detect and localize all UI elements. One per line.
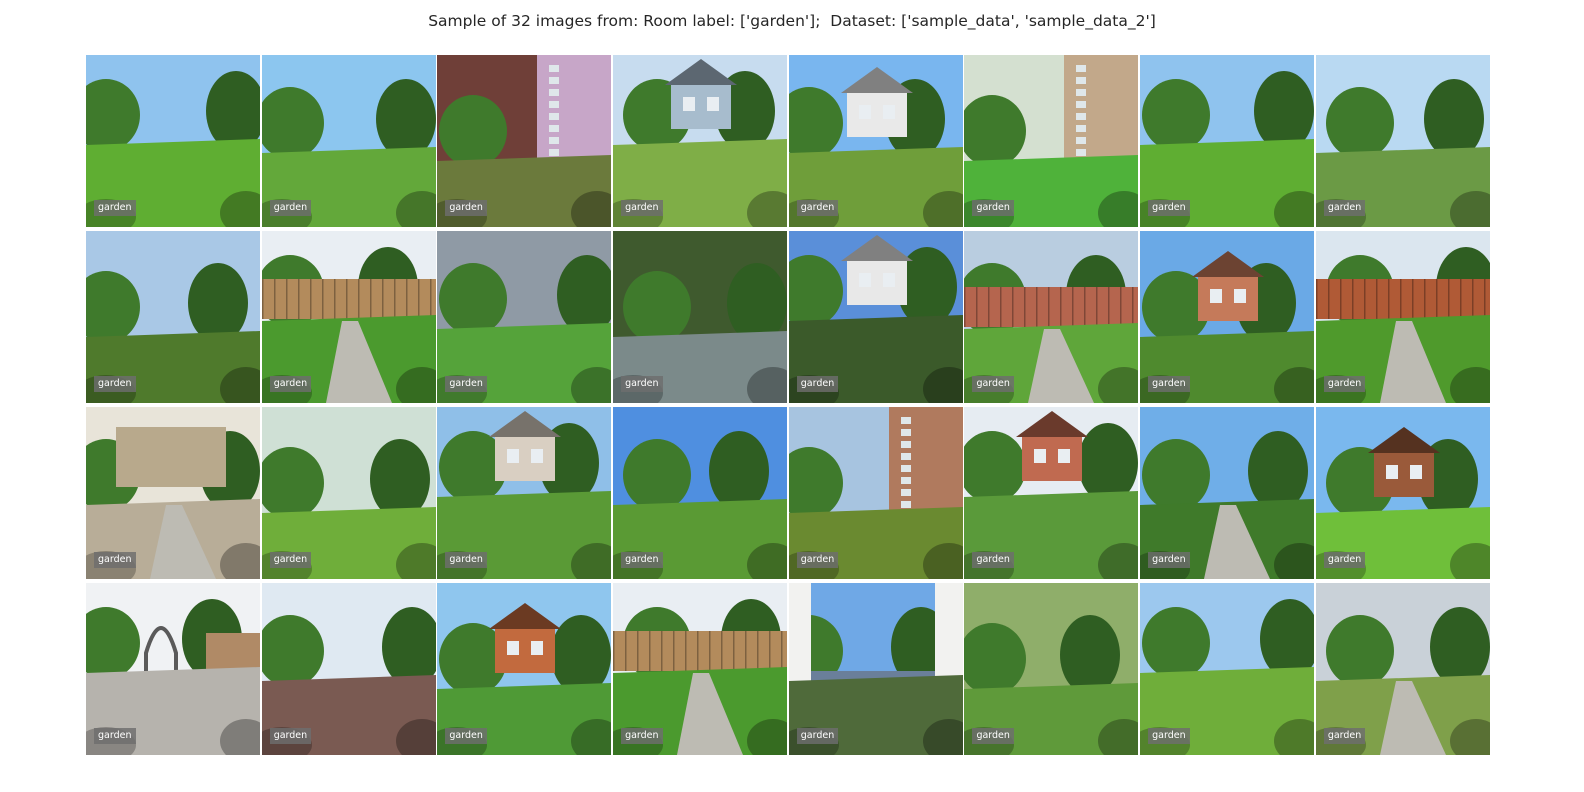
image-tile: garden — [964, 583, 1139, 755]
image-tile: garden — [964, 55, 1139, 227]
image-tile: garden — [788, 583, 963, 755]
room-label-tag: garden — [796, 728, 839, 744]
image-tile: garden — [964, 231, 1139, 403]
garden-photo — [964, 55, 1139, 227]
garden-photo — [437, 231, 612, 403]
garden-photo — [437, 55, 612, 227]
room-label-tag: garden — [269, 376, 312, 392]
room-label-tag: garden — [94, 200, 136, 216]
image-tile: garden — [261, 55, 436, 227]
room-label-tag: garden — [972, 728, 1014, 744]
garden-photo — [964, 407, 1139, 579]
garden-photo — [86, 583, 260, 755]
image-tile: garden — [1140, 407, 1315, 579]
image-tile: garden — [964, 407, 1139, 579]
image-tile: garden — [86, 231, 260, 403]
image-tile: garden — [1315, 55, 1490, 227]
room-label-tag: garden — [94, 552, 136, 568]
image-tile: garden — [437, 407, 612, 579]
room-label-tag: garden — [1148, 728, 1190, 744]
image-tile: garden — [613, 407, 788, 579]
image-tile: garden — [437, 55, 612, 227]
image-tile: garden — [613, 231, 788, 403]
room-label-tag: garden — [1323, 552, 1366, 568]
room-label-tag: garden — [972, 552, 1014, 568]
image-tile: garden — [788, 55, 963, 227]
room-label-tag: garden — [621, 552, 663, 568]
image-tile: garden — [788, 407, 963, 579]
room-label-tag: garden — [1323, 200, 1366, 216]
garden-photo — [437, 583, 612, 755]
image-tile: garden — [1315, 583, 1490, 755]
garden-photo — [86, 55, 260, 227]
room-label-tag: garden — [1148, 376, 1190, 392]
room-label-tag: garden — [445, 200, 487, 216]
garden-photo — [964, 231, 1139, 403]
room-label-tag: garden — [1148, 552, 1190, 568]
image-tile: garden — [613, 55, 788, 227]
image-tile: garden — [1140, 583, 1315, 755]
room-label-tag: garden — [445, 376, 487, 392]
image-tile: garden — [1140, 231, 1315, 403]
image-tile: garden — [437, 583, 612, 755]
image-tile: garden — [86, 407, 260, 579]
room-label-tag: garden — [796, 376, 839, 392]
image-tile: garden — [1315, 407, 1490, 579]
garden-photo — [86, 407, 260, 579]
room-label-tag: garden — [972, 200, 1014, 216]
room-label-tag: garden — [796, 200, 839, 216]
garden-photo — [613, 407, 788, 579]
image-tile: garden — [1315, 231, 1490, 403]
garden-photo — [261, 55, 436, 227]
room-label-tag: garden — [1323, 728, 1366, 744]
room-label-tag: garden — [269, 552, 312, 568]
garden-photo — [613, 55, 788, 227]
image-tile: garden — [86, 55, 260, 227]
room-label-tag: garden — [1148, 200, 1190, 216]
image-tile: garden — [788, 231, 963, 403]
page-title: Sample of 32 images from: Room label: ['… — [428, 12, 1156, 30]
image-tile: garden — [613, 583, 788, 755]
image-tile: garden — [261, 231, 436, 403]
image-tile: garden — [1140, 55, 1315, 227]
room-label-tag: garden — [621, 376, 663, 392]
room-label-tag: garden — [445, 552, 487, 568]
room-label-tag: garden — [1323, 376, 1366, 392]
room-label-tag: garden — [621, 728, 663, 744]
room-label-tag: garden — [445, 728, 487, 744]
image-tile: garden — [86, 583, 260, 755]
garden-photo — [788, 407, 963, 579]
garden-photo — [1315, 231, 1490, 403]
garden-photo — [1140, 231, 1315, 403]
image-tile: garden — [261, 583, 436, 755]
room-label-tag: garden — [94, 376, 136, 392]
room-label-tag: garden — [796, 552, 839, 568]
garden-photo — [86, 231, 260, 403]
room-label-tag: garden — [621, 200, 663, 216]
garden-photo — [613, 583, 788, 755]
room-label-tag: garden — [269, 200, 312, 216]
garden-photo — [964, 583, 1139, 755]
room-label-tag: garden — [94, 728, 136, 744]
image-tile: garden — [261, 407, 436, 579]
image-tile: garden — [437, 231, 612, 403]
room-label-tag: garden — [972, 376, 1014, 392]
garden-photo — [261, 407, 436, 579]
room-label-tag: garden — [269, 728, 312, 744]
image-grid: garden garden garden garden garden garden gard… — [86, 55, 1490, 755]
